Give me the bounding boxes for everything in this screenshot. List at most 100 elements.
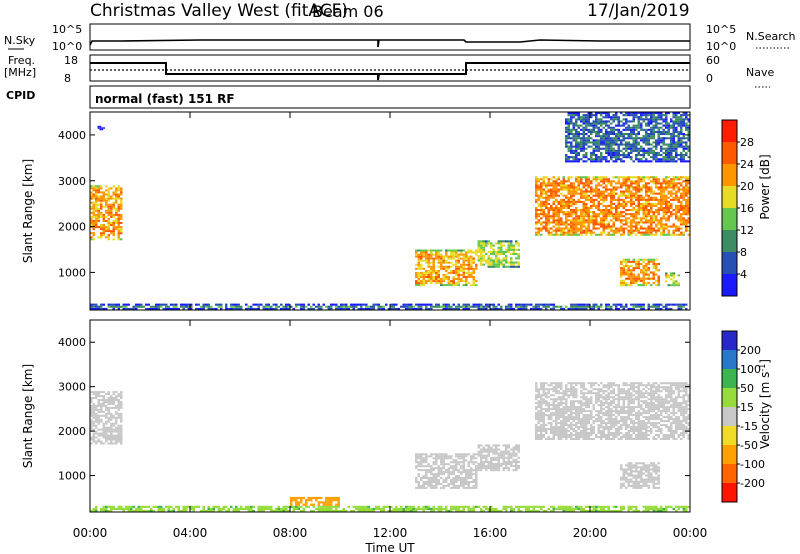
power-cell — [662, 151, 665, 154]
power-cell — [500, 244, 503, 247]
power-cell — [547, 184, 550, 187]
power-cell — [585, 207, 588, 210]
power-cell — [657, 139, 660, 142]
power-cell — [587, 182, 590, 185]
velocity-cell — [485, 469, 488, 472]
power-cell — [652, 265, 655, 268]
power-cell — [620, 186, 623, 189]
power-cell — [537, 221, 540, 224]
velocity-cell — [460, 465, 463, 468]
power-cell — [617, 213, 620, 216]
velocity-cell — [110, 442, 113, 445]
power-cell — [605, 198, 608, 201]
power-cell — [585, 196, 588, 199]
power-cell — [605, 204, 608, 207]
power-cell — [577, 184, 580, 187]
velocity-cell — [420, 484, 423, 487]
power-cell — [652, 233, 655, 236]
power-cell — [547, 231, 550, 234]
power-cell — [672, 158, 675, 161]
velocity-cell — [592, 408, 595, 411]
power-cell — [90, 303, 93, 306]
velocity-cell — [467, 465, 470, 468]
power-cell — [477, 244, 480, 247]
power-cell — [200, 305, 203, 308]
velocity-cell — [112, 401, 115, 403]
power-cell — [595, 130, 598, 133]
power-cell — [665, 204, 668, 207]
velocity-cell — [590, 410, 593, 413]
power-cell — [685, 303, 688, 306]
power-cell — [552, 303, 555, 306]
power-cell — [685, 221, 688, 224]
power-cell — [597, 130, 600, 133]
velocity-cell — [577, 418, 580, 421]
velocity-cell — [435, 486, 438, 489]
power-cell — [105, 226, 108, 229]
power-cell — [117, 189, 120, 192]
velocity-cell — [575, 418, 578, 421]
velocity-cell — [540, 388, 543, 391]
power-cell — [627, 196, 630, 199]
power-cell — [682, 221, 685, 224]
power-cell — [475, 249, 478, 252]
power-cell — [565, 305, 568, 308]
power-cell — [610, 145, 613, 148]
power-cell — [600, 221, 603, 224]
power-cell — [680, 137, 683, 140]
power-cell — [595, 176, 598, 179]
power-cell — [437, 251, 440, 254]
power-cell — [585, 141, 588, 144]
power-cell — [120, 305, 123, 308]
power-cell — [642, 141, 645, 144]
power-cell — [540, 196, 543, 199]
power-cell — [515, 305, 518, 308]
power-cell — [645, 273, 648, 276]
power-cell — [645, 200, 648, 203]
power-cell — [342, 307, 345, 310]
power-cell — [592, 160, 595, 163]
power-cell — [107, 226, 110, 229]
power-cell — [675, 192, 678, 195]
power-cell — [472, 269, 475, 272]
velocity-cell — [575, 412, 578, 415]
power-cell — [475, 284, 478, 287]
velocity-cell — [95, 440, 98, 443]
power-cell — [500, 240, 503, 243]
power-cell — [630, 145, 633, 148]
power-cell — [417, 267, 420, 270]
power-cell — [107, 195, 110, 198]
power-cell — [647, 227, 650, 230]
power-cell — [650, 112, 653, 115]
power-cell — [120, 232, 123, 235]
power-cell — [537, 215, 540, 218]
velocity-cell — [117, 412, 120, 415]
power-cell — [437, 276, 440, 278]
velocity-cell — [562, 430, 565, 432]
power-cell — [570, 141, 573, 144]
velocity-cell — [545, 424, 548, 427]
velocity-cell — [560, 410, 563, 413]
velocity-cell — [590, 402, 593, 405]
power-cell — [117, 213, 120, 216]
power-cell — [427, 280, 430, 283]
power-cell — [552, 186, 555, 189]
power-cell — [460, 253, 463, 256]
velocity-cell — [440, 453, 443, 456]
power-cell — [567, 158, 570, 161]
velocity-cell — [582, 424, 585, 427]
velocity-cell — [497, 467, 500, 470]
power-cell — [622, 194, 625, 197]
velocity-cell — [540, 382, 543, 385]
power-cell — [640, 221, 643, 224]
power-cell — [637, 116, 640, 119]
power-cell — [642, 147, 645, 150]
power-cell — [587, 112, 590, 115]
power-cell — [577, 124, 580, 127]
power-cell — [627, 277, 630, 280]
power-cell — [682, 154, 685, 157]
velocity-cell — [560, 428, 563, 430]
velocity-cell — [572, 400, 575, 403]
power-cell — [655, 267, 658, 270]
power-cell — [577, 154, 580, 157]
